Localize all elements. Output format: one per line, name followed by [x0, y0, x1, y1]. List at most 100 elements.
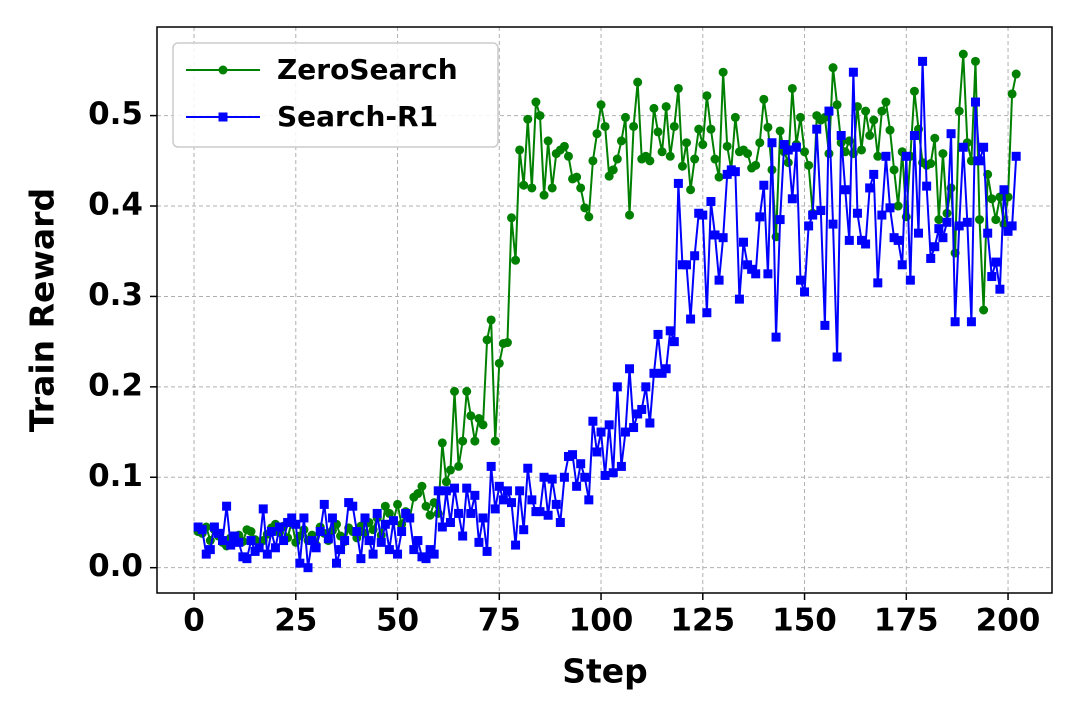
- marker: [608, 468, 618, 478]
- legend-marker: [218, 112, 228, 122]
- marker: [478, 420, 488, 430]
- legend: ZeroSearch Search-R1: [172, 42, 499, 148]
- marker: [682, 260, 692, 270]
- marker: [519, 180, 529, 190]
- marker: [706, 197, 716, 207]
- marker: [380, 501, 390, 511]
- marker: [506, 213, 516, 223]
- marker: [832, 100, 842, 110]
- marker: [975, 156, 985, 166]
- marker: [966, 317, 976, 327]
- marker: [218, 536, 228, 546]
- marker: [331, 558, 341, 568]
- marker: [254, 543, 264, 553]
- marker: [592, 129, 602, 139]
- marker: [690, 251, 700, 261]
- marker: [445, 465, 455, 475]
- marker: [413, 536, 423, 546]
- marker: [531, 97, 541, 107]
- marker: [539, 190, 549, 200]
- marker: [743, 149, 753, 159]
- marker: [958, 49, 968, 59]
- marker: [478, 513, 488, 523]
- marker: [616, 461, 626, 471]
- marker: [1003, 226, 1013, 236]
- marker: [600, 121, 610, 131]
- marker: [901, 151, 911, 161]
- marker: [995, 192, 1005, 202]
- marker: [226, 540, 236, 550]
- marker: [482, 546, 492, 556]
- marker: [441, 477, 451, 487]
- marker: [979, 142, 989, 152]
- marker: [616, 136, 626, 146]
- x-tick-label: 25: [274, 603, 317, 639]
- marker: [279, 536, 289, 546]
- marker: [926, 253, 936, 263]
- marker: [275, 522, 285, 532]
- marker: [885, 203, 895, 213]
- marker: [466, 508, 476, 518]
- marker: [926, 159, 936, 169]
- marker: [486, 315, 496, 325]
- marker: [730, 167, 740, 177]
- marker: [881, 97, 891, 107]
- marker: [474, 537, 484, 547]
- marker: [1011, 151, 1021, 161]
- marker: [661, 102, 671, 112]
- marker: [787, 194, 797, 204]
- marker: [653, 127, 663, 137]
- marker: [205, 545, 215, 555]
- marker: [698, 140, 708, 150]
- y-axis-label: Train Reward: [23, 188, 62, 432]
- x-tick-label: 75: [478, 603, 521, 639]
- marker: [246, 536, 256, 546]
- marker: [649, 368, 659, 378]
- marker: [388, 516, 398, 526]
- marker: [620, 427, 630, 437]
- x-tick-label: 0: [183, 603, 205, 639]
- marker: [258, 504, 268, 514]
- marker: [665, 151, 675, 161]
- marker: [881, 151, 891, 161]
- marker: [775, 215, 785, 225]
- marker: [755, 138, 765, 148]
- marker: [445, 517, 455, 527]
- marker: [234, 537, 244, 547]
- marker: [360, 513, 370, 523]
- marker: [783, 145, 793, 155]
- marker: [315, 527, 325, 537]
- marker: [417, 481, 427, 491]
- marker: [547, 183, 557, 193]
- marker: [694, 124, 704, 134]
- marker: [909, 130, 919, 140]
- marker: [441, 486, 451, 496]
- marker: [808, 210, 818, 220]
- x-tick-label: 150: [772, 603, 837, 639]
- marker: [470, 436, 480, 446]
- marker: [409, 545, 419, 555]
- marker: [934, 215, 944, 225]
- marker: [450, 386, 460, 396]
- marker: [356, 554, 366, 564]
- marker: [983, 228, 993, 238]
- marker: [836, 130, 846, 140]
- marker: [930, 133, 940, 143]
- marker: [1007, 221, 1017, 231]
- marker: [641, 382, 651, 392]
- marker: [775, 126, 785, 136]
- marker: [384, 508, 394, 518]
- marker: [938, 233, 948, 243]
- marker: [213, 528, 223, 538]
- marker: [970, 97, 980, 107]
- marker: [588, 156, 598, 166]
- marker: [376, 537, 386, 547]
- marker: [950, 317, 960, 327]
- x-axis-label: Step: [562, 652, 648, 691]
- series-line: [197, 61, 1018, 568]
- marker: [588, 416, 598, 426]
- marker: [1007, 89, 1017, 99]
- marker: [437, 438, 447, 448]
- marker: [893, 201, 903, 211]
